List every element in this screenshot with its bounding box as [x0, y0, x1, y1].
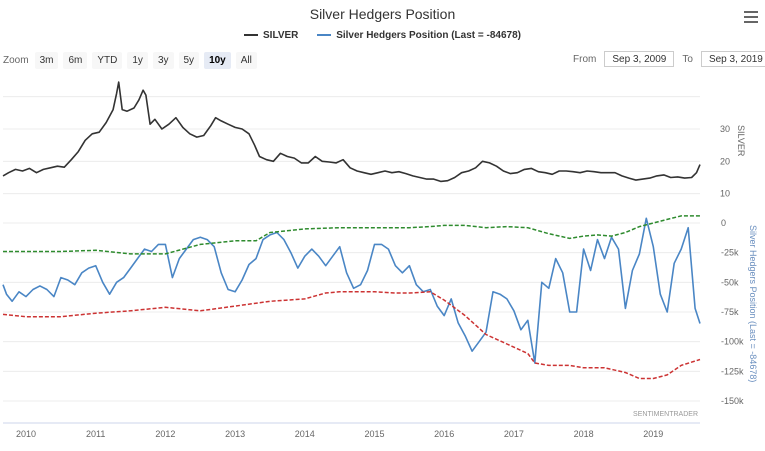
zoom-10y-button[interactable]: 10y: [204, 52, 231, 69]
legend-item-hedgers[interactable]: Silver Hedgers Position (Last = -84678): [317, 30, 521, 41]
x-tick-label: 2014: [295, 429, 315, 439]
zoom-bar: Zoom 3m 6m YTD 1y 3y 5y 10y All: [3, 52, 262, 69]
hedgers-axis-title: Silver Hedgers Position (Last = -84678): [748, 225, 758, 382]
x-tick-label: 2012: [155, 429, 175, 439]
to-label: To: [682, 53, 693, 65]
hedgers-y-tick-label: -50k: [721, 277, 739, 287]
hedgers-y-tick-label: -25k: [721, 248, 739, 258]
zoom-3m-button[interactable]: 3m: [34, 52, 59, 69]
chart-title: Silver Hedgers Position: [309, 6, 456, 22]
x-tick-label: 2013: [225, 429, 245, 439]
legend: SILVER Silver Hedgers Position (Last = -…: [0, 28, 765, 41]
legend-label-silver: SILVER: [263, 29, 299, 41]
hedgers-y-tick-label: 0: [721, 218, 726, 228]
legend-swatch-hedgers: [317, 34, 332, 36]
hamburger-menu-icon[interactable]: [744, 11, 758, 23]
zoom-label: Zoom: [3, 55, 29, 66]
x-tick-label: 2016: [434, 429, 454, 439]
silver-y-tick-label: 10: [720, 189, 730, 199]
legend-item-silver[interactable]: SILVER: [244, 30, 298, 41]
silver-y-tick-label: 30: [720, 124, 730, 134]
series-line-upper-band: [3, 215, 700, 255]
series-line-silver: [2, 81, 701, 183]
legend-swatch-silver: [244, 34, 259, 36]
hedgers-y-tick-label: -100k: [721, 337, 744, 347]
zoom-6m-button[interactable]: 6m: [63, 52, 88, 69]
from-label: From: [573, 53, 597, 65]
silver-y-tick-label: 20: [720, 156, 730, 166]
hedgers-y-tick-label: -75k: [721, 307, 739, 317]
date-range: From To: [573, 51, 765, 67]
zoom-1y-button[interactable]: 1y: [127, 52, 148, 69]
series-line-silver-hedgers-position: [2, 217, 701, 364]
x-tick-label: 2010: [16, 429, 36, 439]
hedgers-y-tick-label: -150k: [721, 396, 744, 406]
zoom-3y-button[interactable]: 3y: [152, 52, 174, 69]
zoom-ytd-button[interactable]: YTD: [92, 52, 123, 69]
x-tick-label: 2011: [86, 429, 105, 439]
silver-axis-title: SILVER: [736, 125, 746, 157]
x-tick-label: 2019: [643, 429, 663, 439]
series-line-lower-band: [2, 291, 701, 380]
hedgers-y-tick-label: -125k: [721, 366, 744, 376]
from-date-input[interactable]: [604, 51, 675, 67]
to-date-input[interactable]: [700, 51, 765, 67]
x-tick-label: 2017: [504, 429, 524, 439]
credit-label: SENTIMENTRADER: [633, 411, 698, 418]
x-tick-label: 2018: [574, 429, 594, 439]
legend-label-hedgers: Silver Hedgers Position (Last = -84678): [336, 29, 521, 41]
zoom-all-button[interactable]: All: [235, 52, 257, 69]
zoom-5y-button[interactable]: 5y: [178, 52, 200, 69]
x-tick-label: 2015: [364, 429, 384, 439]
